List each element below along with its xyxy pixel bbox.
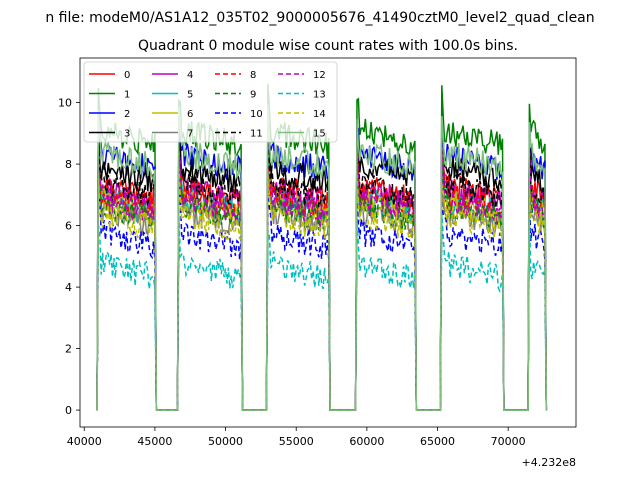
- x-tick-label: 40000: [67, 435, 102, 448]
- legend-label: 9: [250, 90, 256, 101]
- y-tick-label: 2: [65, 343, 72, 356]
- y-tick-label: 0: [65, 404, 72, 417]
- legend-label: 0: [124, 70, 130, 81]
- legend-label: 11: [250, 129, 263, 140]
- legend-label: 1: [124, 90, 130, 101]
- legend-label: 14: [313, 109, 326, 120]
- x-offset-label: +4.232e8: [522, 456, 576, 469]
- series-line-11: [96, 134, 548, 411]
- legend-box: [83, 61, 338, 143]
- legend-label: 7: [187, 129, 193, 140]
- legend-label: 3: [124, 129, 130, 140]
- plot-frame: [79, 57, 577, 428]
- series-line-14: [96, 167, 548, 411]
- x-tick-label: 60000: [349, 435, 384, 448]
- x-tick-label: 65000: [420, 435, 455, 448]
- x-tick-label: 50000: [208, 435, 243, 448]
- legend-label: 5: [187, 90, 193, 101]
- x-tick-label: 55000: [279, 435, 314, 448]
- series-line-15: [96, 104, 548, 411]
- legend-label: 13: [313, 90, 326, 101]
- series-line-10: [96, 182, 548, 411]
- legend-label: 15: [313, 129, 326, 140]
- legend-label: 2: [124, 109, 130, 120]
- y-tick-label: 6: [65, 220, 72, 233]
- y-tick-label: 10: [58, 97, 72, 110]
- legend-label: 12: [313, 70, 326, 81]
- axes-layer: 40000 45000 50000 55000 60000 65000 70000 0 2 4 6 8…: [58, 97, 526, 448]
- legend-label: 8: [250, 70, 256, 81]
- legend-label: 10: [250, 109, 263, 120]
- x-tick-label: 45000: [137, 435, 172, 448]
- y-tick-label: 4: [65, 281, 72, 294]
- chart-title: Quadrant 0 module wise count rates with …: [138, 38, 518, 54]
- series-line-13: [96, 213, 548, 411]
- x-tick-label: 70000: [491, 435, 526, 448]
- legend-label: 4: [187, 70, 193, 81]
- y-tick-label: 8: [65, 158, 72, 171]
- chart-suptitle: n file: modeM0/AS1A12_035T02_9000005676_…: [45, 10, 594, 26]
- legend-label: 6: [187, 109, 193, 120]
